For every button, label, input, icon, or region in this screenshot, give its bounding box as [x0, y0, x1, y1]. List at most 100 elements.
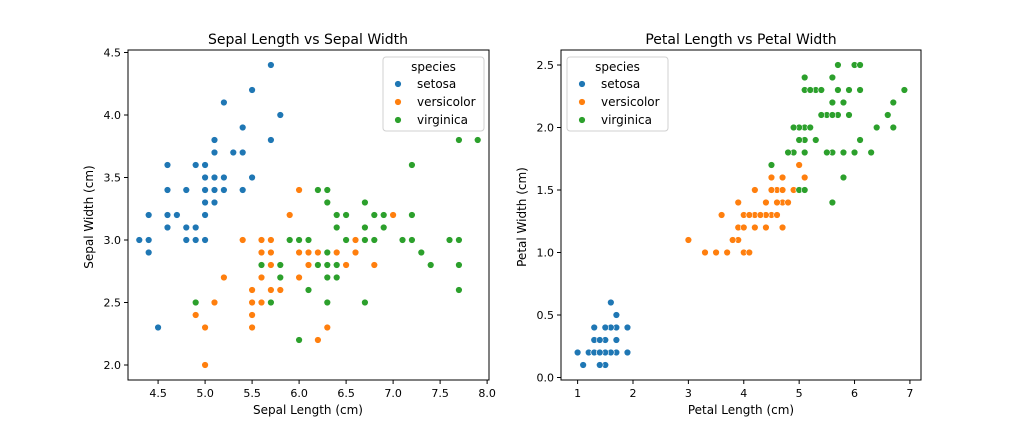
data-point-virginica [304, 236, 313, 244]
data-point-virginica [828, 111, 837, 119]
data-point-setosa [607, 298, 615, 307]
data-point-virginica [408, 161, 416, 169]
data-point-virginica [304, 286, 313, 294]
data-point-virginica [767, 161, 776, 169]
data-point-setosa [154, 323, 162, 332]
data-point-virginica [276, 261, 284, 269]
data-point-virginica [784, 148, 792, 157]
data-point-setosa [220, 173, 228, 182]
data-point-virginica [333, 273, 341, 282]
data-point-versicolor [740, 223, 748, 232]
y-tick-label: 2.5 [537, 59, 555, 72]
data-point-virginica [323, 198, 332, 207]
data-point-versicolor [248, 311, 256, 319]
data-point-virginica [342, 211, 350, 219]
data-point-virginica [267, 298, 275, 307]
data-point-versicolor [295, 186, 303, 194]
x-axis-label: Sepal Length (cm) [253, 403, 363, 417]
y-axis-label: Petal Width (cm) [515, 167, 529, 267]
legend-label-virginica: virginica [417, 113, 468, 127]
data-point-virginica [295, 236, 303, 244]
data-point-setosa [210, 148, 219, 157]
legend-marker-versicolor [578, 98, 586, 106]
data-point-setosa [210, 198, 219, 207]
y-tick-label: 2.5 [104, 297, 122, 310]
data-point-setosa [590, 323, 598, 332]
data-point-virginica [789, 123, 798, 132]
data-point-versicolor [238, 236, 247, 244]
data-point-virginica [812, 136, 820, 144]
data-point-versicolor [784, 198, 792, 207]
x-tick-label: 8.0 [478, 387, 496, 400]
data-point-setosa [623, 348, 632, 357]
data-point-virginica [817, 86, 826, 94]
data-point-versicolor [248, 323, 256, 332]
data-point-versicolor [248, 298, 256, 307]
data-point-virginica [795, 136, 803, 144]
data-point-setosa [201, 198, 209, 207]
data-point-setosa [191, 223, 200, 232]
data-point-versicolor [285, 211, 294, 219]
data-point-virginica [314, 186, 322, 194]
data-point-versicolor [728, 236, 737, 244]
data-point-virginica [455, 136, 463, 144]
data-points [135, 61, 482, 369]
data-point-virginica [323, 186, 332, 194]
y-tick-label: 3.0 [104, 234, 122, 247]
data-point-virginica [417, 248, 426, 257]
data-point-virginica [398, 236, 407, 244]
data-point-virginica [333, 261, 341, 269]
data-point-versicolor [257, 236, 266, 244]
chart-title: Petal Length vs Petal Width [645, 32, 836, 48]
legend-title: species [411, 60, 456, 74]
data-point-versicolor [773, 198, 781, 207]
data-point-versicolor [745, 211, 754, 219]
data-point-versicolor [267, 236, 275, 244]
legend-box [382, 56, 485, 132]
data-point-virginica [889, 98, 898, 107]
data-point-versicolor [778, 186, 787, 194]
data-point-versicolor [717, 211, 726, 219]
data-point-versicolor [762, 223, 770, 232]
data-point-versicolor [778, 173, 787, 182]
data-point-setosa [191, 236, 200, 244]
data-point-setosa [210, 186, 219, 194]
x-tick-label: 6.0 [290, 387, 308, 400]
data-point-setosa [163, 211, 172, 219]
x-tick-label: 5 [796, 387, 803, 400]
legend-marker-virginica [394, 116, 402, 124]
data-point-virginica [370, 236, 379, 244]
data-point-setosa [596, 361, 604, 369]
data-point-setosa [201, 186, 209, 194]
data-point-virginica [455, 261, 463, 269]
x-ticks: 1 2 3 4 5 6 7 [574, 380, 913, 400]
data-point-setosa [623, 323, 632, 332]
data-point-setosa [135, 236, 143, 244]
data-point-versicolor [276, 286, 284, 294]
data-point-setosa [163, 186, 172, 194]
sepal-scatter-chart: Sepal Length vs Sepal Width Sepal Length… [82, 32, 496, 417]
legend-label-versicolor: versicolor [417, 95, 476, 109]
x-tick-label: 7.0 [384, 387, 402, 400]
legend-box [566, 56, 669, 132]
data-point-setosa [173, 211, 181, 219]
data-point-versicolor [800, 173, 809, 182]
legend-label-versicolor: versicolor [601, 95, 660, 109]
data-point-virginica [839, 148, 848, 157]
legend-label-setosa: setosa [417, 77, 456, 91]
x-axis-label: Petal Length (cm) [688, 403, 794, 417]
data-point-virginica [834, 86, 842, 94]
data-point-versicolor [314, 336, 322, 344]
data-point-virginica [295, 336, 303, 344]
data-point-setosa [220, 186, 228, 194]
data-point-setosa [210, 173, 219, 182]
data-point-versicolor [767, 186, 776, 194]
data-point-versicolor [295, 273, 303, 282]
data-point-virginica [856, 86, 864, 94]
y-tick-label: 0.0 [537, 372, 555, 385]
data-point-setosa [144, 236, 153, 244]
data-point-setosa [229, 148, 237, 157]
data-point-virginica [380, 223, 388, 232]
y-tick-label: 0.5 [537, 309, 555, 322]
